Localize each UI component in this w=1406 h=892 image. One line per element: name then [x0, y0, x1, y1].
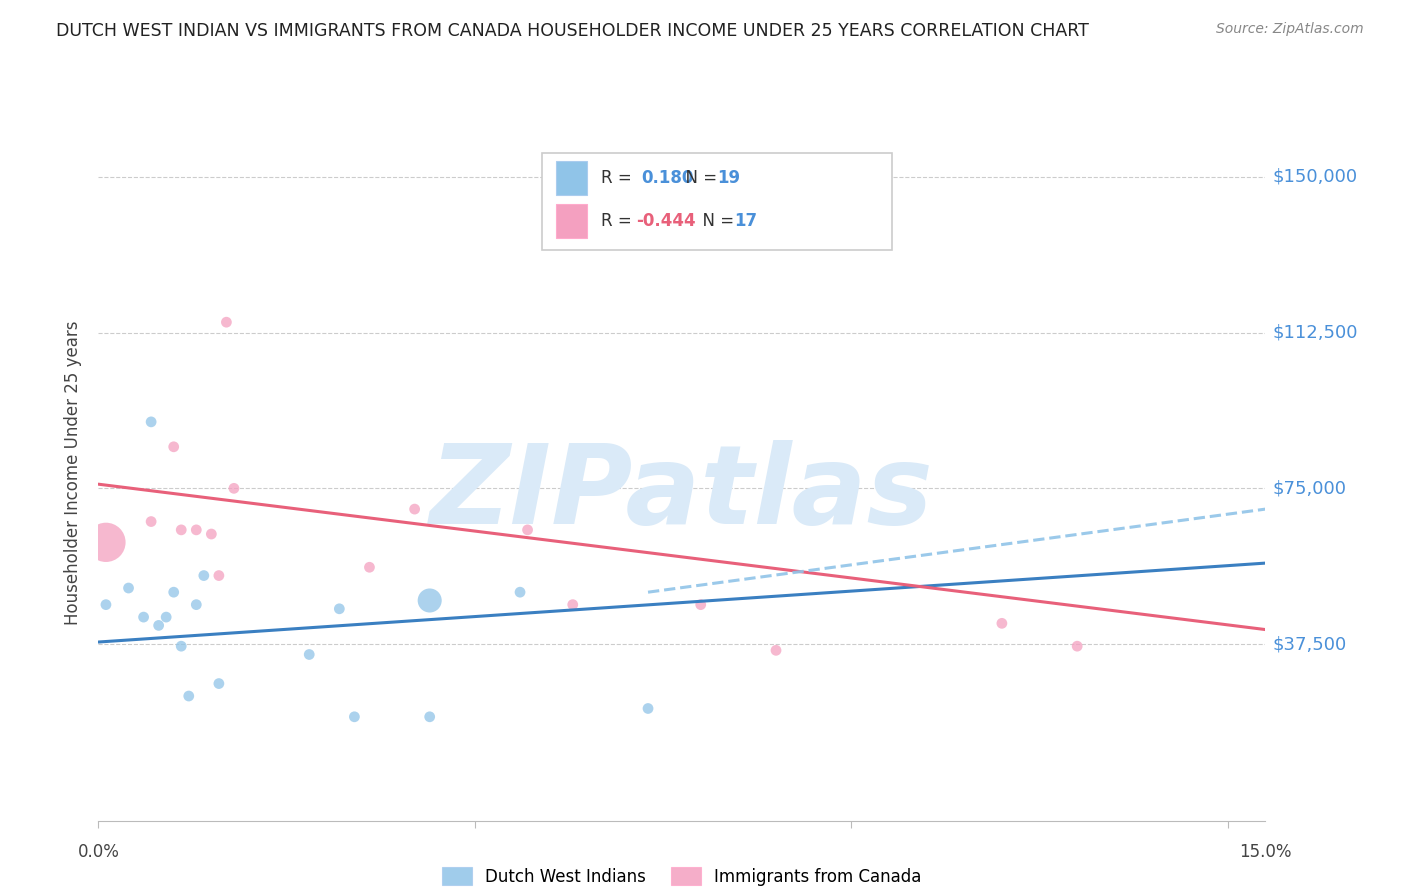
Point	[193, 568, 215, 582]
Text: N =: N =	[692, 212, 740, 230]
Point	[170, 639, 193, 653]
Point	[561, 598, 583, 612]
Point	[328, 602, 350, 616]
Text: DUTCH WEST INDIAN VS IMMIGRANTS FROM CANADA HOUSEHOLDER INCOME UNDER 25 YEARS CO: DUTCH WEST INDIAN VS IMMIGRANTS FROM CAN…	[56, 22, 1090, 40]
Legend: Dutch West Indians, Immigrants from Canada: Dutch West Indians, Immigrants from Cana…	[436, 861, 928, 892]
Point	[343, 710, 366, 724]
Text: -0.444: -0.444	[637, 212, 696, 230]
Text: N =: N =	[675, 169, 723, 186]
Point	[419, 593, 441, 607]
Point	[94, 598, 117, 612]
Point	[516, 523, 538, 537]
Text: $150,000: $150,000	[1272, 168, 1358, 186]
Text: R =: R =	[602, 212, 637, 230]
Point	[186, 523, 208, 537]
Text: $75,000: $75,000	[1272, 479, 1347, 498]
Point	[208, 568, 231, 582]
Point	[139, 515, 162, 529]
Text: $112,500: $112,500	[1272, 324, 1358, 342]
Point	[1066, 639, 1088, 653]
Point	[222, 481, 245, 495]
Point	[689, 598, 711, 612]
Text: $37,500: $37,500	[1272, 635, 1347, 653]
Point	[200, 527, 222, 541]
Point	[94, 535, 117, 549]
Text: 0.180: 0.180	[641, 169, 695, 186]
Point	[637, 701, 659, 715]
Text: R =: R =	[602, 169, 643, 186]
Point	[419, 710, 441, 724]
Text: 19: 19	[717, 169, 740, 186]
Point	[170, 523, 193, 537]
Point	[215, 315, 238, 329]
Point	[117, 581, 139, 595]
Point	[163, 440, 186, 454]
Text: 0.0%: 0.0%	[77, 843, 120, 861]
Point	[148, 618, 170, 632]
Point	[359, 560, 381, 574]
Text: ZIPatlas: ZIPatlas	[430, 440, 934, 547]
Point	[991, 616, 1014, 631]
Point	[177, 689, 200, 703]
Point	[509, 585, 531, 599]
Y-axis label: Householder Income Under 25 years: Householder Income Under 25 years	[65, 320, 83, 625]
Point	[765, 643, 787, 657]
Text: 17: 17	[734, 212, 758, 230]
Point	[139, 415, 162, 429]
Text: 15.0%: 15.0%	[1239, 843, 1292, 861]
Point	[163, 585, 186, 599]
Point	[298, 648, 321, 662]
Point	[404, 502, 426, 516]
Point	[208, 676, 231, 690]
Point	[155, 610, 177, 624]
Text: Source: ZipAtlas.com: Source: ZipAtlas.com	[1216, 22, 1364, 37]
Point	[186, 598, 208, 612]
Point	[132, 610, 155, 624]
